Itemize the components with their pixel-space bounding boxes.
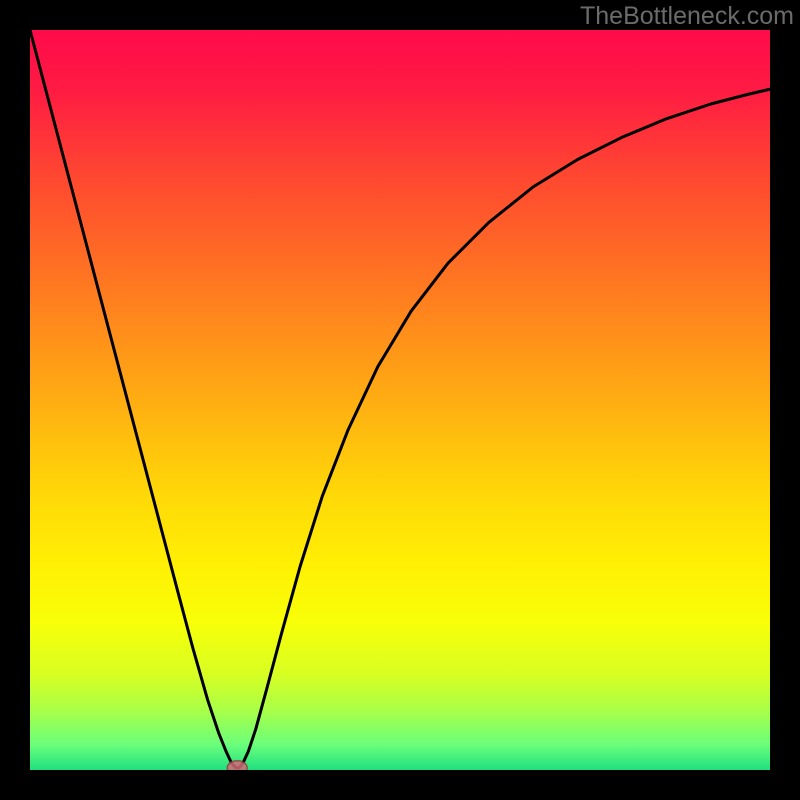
watermark-text: TheBottleneck.com: [580, 2, 794, 31]
chart-frame: TheBottleneck.com: [0, 0, 800, 800]
plot-area: [30, 30, 770, 770]
gradient-background: [30, 30, 770, 770]
minimum-marker: [227, 761, 247, 770]
